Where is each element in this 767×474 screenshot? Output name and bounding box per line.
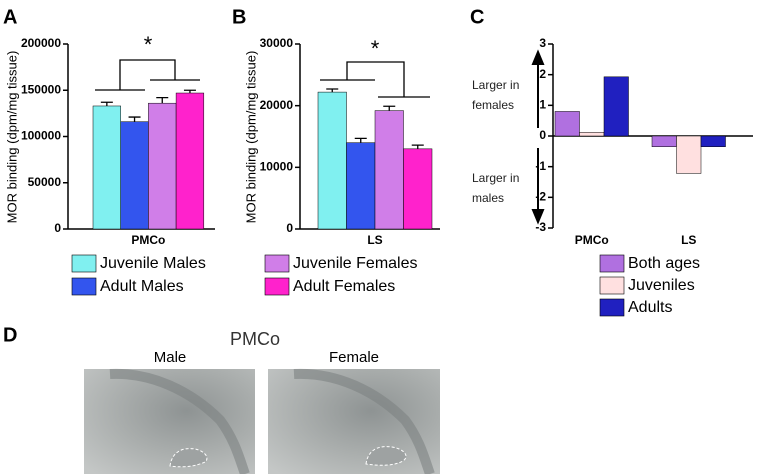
y-tick-label: 3 [539, 36, 546, 50]
legend-label: Juvenile Males [100, 255, 206, 272]
x-tick-label: LS [681, 233, 696, 247]
y-tick-label: -1 [535, 159, 546, 173]
panel-label: C [470, 6, 484, 28]
image-title: PMCo [230, 329, 280, 349]
y-tick-label: 0 [54, 221, 61, 235]
y-tick-label: 50000 [28, 175, 62, 189]
legend-swatch [264, 254, 290, 273]
bar [148, 102, 177, 230]
panel-label: B [232, 6, 246, 28]
y-tick-label: 30000 [260, 36, 294, 50]
y-tick-label: 10000 [260, 160, 294, 174]
bar [554, 111, 580, 137]
error-bar [100, 101, 113, 106]
error-bar [354, 137, 367, 143]
error-bar [183, 89, 196, 94]
legend-swatch [599, 254, 625, 273]
y-tick-label: 100000 [21, 129, 61, 143]
bar [120, 121, 149, 230]
significance: * [371, 36, 380, 61]
y-tick-label: 0 [539, 128, 546, 142]
bar [603, 76, 629, 137]
y-tick-label: 1 [539, 98, 546, 112]
bar [175, 92, 205, 230]
error-bar [383, 105, 396, 111]
legend-swatch [71, 254, 97, 273]
legend-label: Adults [628, 299, 672, 316]
bar [700, 135, 726, 147]
image-label: Female [329, 349, 379, 366]
y-axis-title: MOR binding (dpm/mg tissue) [4, 51, 19, 224]
bar [579, 132, 605, 137]
y-tick-label: 2 [539, 67, 546, 81]
bar [676, 135, 702, 174]
x-tick-label: PMCo [575, 233, 609, 247]
bar [651, 135, 677, 147]
bar [346, 142, 376, 230]
legend-label: Both ages [628, 255, 700, 272]
y-tick-label: 200000 [21, 36, 61, 50]
x-tick-label: LS [367, 233, 382, 247]
y-tick-label: 150000 [21, 82, 61, 96]
x-tick-label: PMCo [131, 233, 165, 247]
y-tick-label: -2 [535, 190, 546, 204]
legend-swatch [264, 277, 290, 296]
image-label: Male [154, 349, 187, 366]
legend-label: Adult Females [293, 278, 395, 295]
y-tick-label: -3 [535, 220, 546, 234]
legend-label: Juveniles [628, 277, 695, 294]
bar [403, 148, 433, 230]
legend-label: Adult Males [100, 278, 184, 295]
bar [374, 110, 404, 230]
panel-label: A [3, 6, 17, 28]
legend-swatch [599, 298, 625, 317]
micrograph [84, 368, 440, 474]
significance: * [144, 32, 153, 57]
direction-arrow [531, 49, 545, 225]
legend-swatch [71, 277, 97, 296]
panel-label: D [3, 324, 17, 346]
significance-bracket [95, 59, 430, 98]
error-bar [326, 88, 339, 93]
bar [317, 91, 347, 230]
annotation: Larger in males [472, 171, 520, 205]
annotation: Larger in females [472, 78, 520, 112]
y-tick-label: 0 [286, 221, 293, 235]
legend-label: Juvenile Females [293, 255, 418, 272]
legend-swatch [599, 276, 625, 295]
bar [92, 105, 121, 230]
y-tick-label: 20000 [260, 98, 294, 112]
error-bar [411, 144, 424, 149]
y-axis-title: MOR binding (dpm/mg tissue) [243, 51, 258, 224]
error-bar [156, 97, 169, 104]
error-bar [128, 116, 141, 122]
